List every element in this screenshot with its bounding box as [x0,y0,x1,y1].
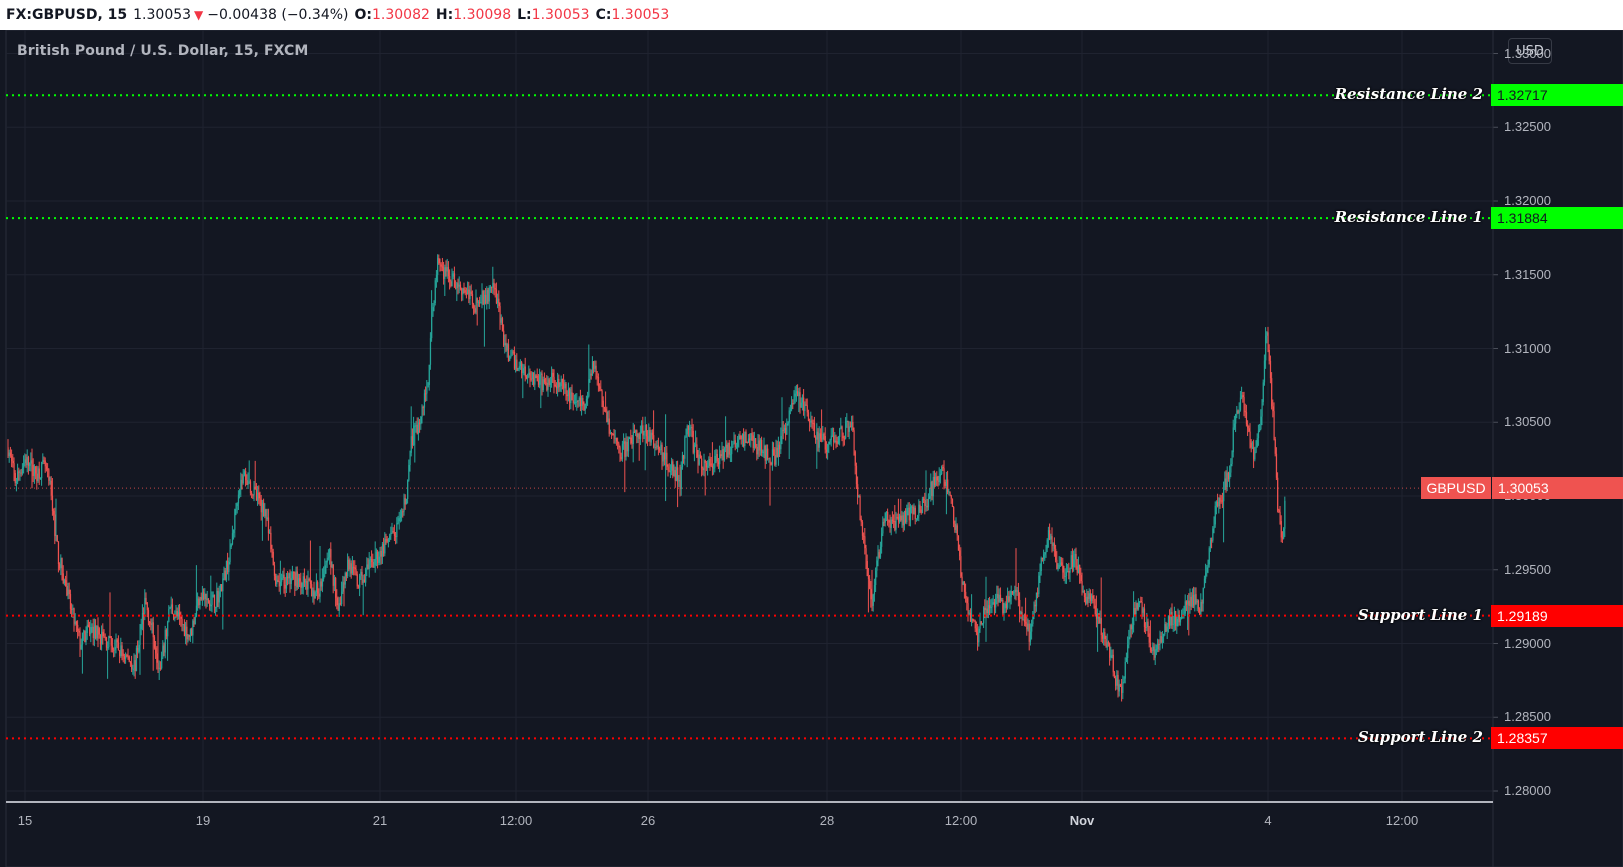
high-value: 1.30098 [453,7,512,23]
time-axis-label: 4 [1264,813,1272,828]
candlestick-chart[interactable] [0,30,1623,867]
open-label: O: [354,7,372,23]
support-price-tag: 1.29189 [1491,604,1623,627]
support-line-label: Support Line 2 [1357,728,1483,747]
time-axis-label: 12:00 [499,813,533,828]
time-axis-label: 15 [17,813,33,828]
price-axis-label: 1.29500 [1504,561,1551,577]
resistance-line-label: Resistance Line 2 [1334,85,1483,104]
time-axis-label: 28 [819,813,835,828]
time-axis-label: 19 [195,813,211,828]
price-axis-label: 1.33000 [1504,45,1551,61]
close-label: C: [595,7,612,23]
resistance-price-tag: 1.31884 [1491,207,1623,230]
symbol-header: FX:GBPUSD, 15 1.30053 ▼ −0.00438 (−0.34%… [0,0,1623,30]
down-arrow-icon: ▼ [194,8,204,22]
symbol-price-tag: GBPUSD [1421,477,1491,500]
price-axis-label: 1.28000 [1504,783,1551,798]
time-axis-label: Nov [1069,813,1095,828]
price-axis-label: 1.31000 [1504,340,1551,356]
symbol-label[interactable]: FX:GBPUSD, 15 [6,7,128,23]
close-value: 1.30053 [611,7,670,23]
chart-legend-title[interactable]: British Pound / U.S. Dollar, 15, FXCM [17,43,309,59]
pane-border [5,30,1623,867]
support-line-label: Support Line 1 [1357,605,1483,624]
last-price: 1.30053 [133,7,192,23]
low-value: 1.30053 [531,7,590,23]
price-axis-label: 1.30500 [1504,414,1551,430]
price-axis-label: 1.32500 [1504,119,1551,135]
price-axis-label: 1.31500 [1504,266,1551,282]
last-price-tag: 1.30053 [1492,477,1623,500]
candles [7,254,1286,702]
currency-badge[interactable]: USD [1508,38,1552,64]
open-value: 1.30082 [371,7,430,23]
time-axis-label: 21 [372,813,388,828]
time-axis-label: 12:00 [944,813,978,828]
resistance-price-tag: 1.32717 [1491,84,1623,107]
support-price-tag: 1.28357 [1491,727,1623,750]
price-axis-label: 1.28500 [1504,709,1551,725]
low-label: L: [517,7,532,23]
price-axis-label: 1.32000 [1504,193,1551,208]
high-label: H: [435,7,454,23]
price-change: −0.00438 (−0.34%) [207,7,349,23]
price-axis-label: 1.29000 [1504,635,1551,651]
time-axis-label: 12:00 [1385,813,1419,828]
time-axis-label: 26 [640,813,656,828]
resistance-line-label: Resistance Line 1 [1334,208,1483,227]
chart-pane[interactable]: British Pound / U.S. Dollar, 15, FXCM US… [0,30,1623,867]
